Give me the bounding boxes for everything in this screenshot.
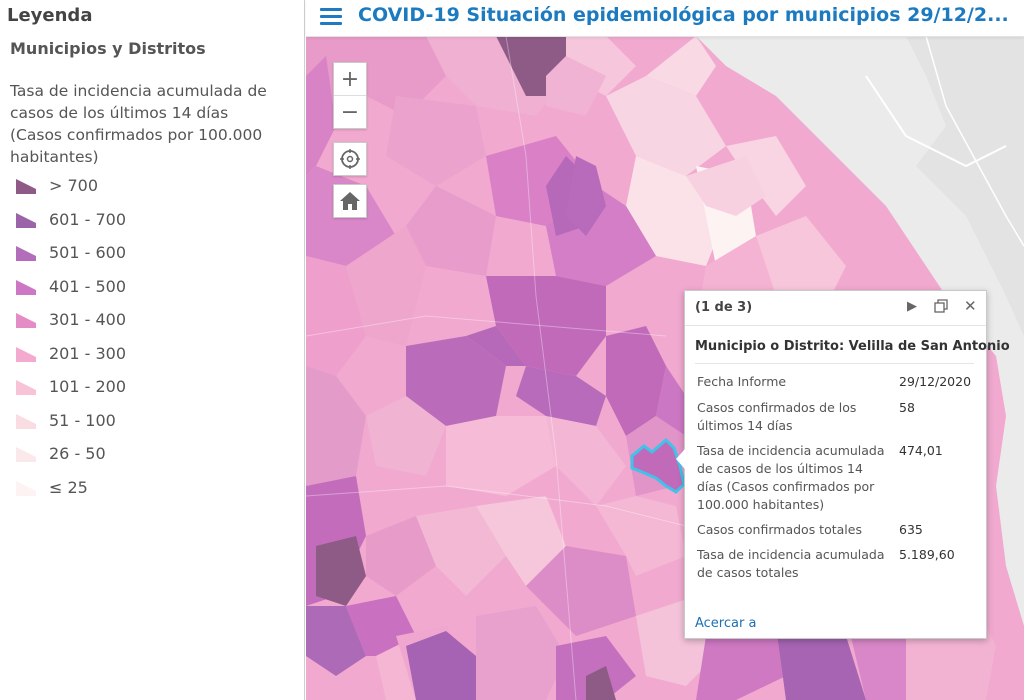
legend-swatch [14,445,38,463]
popup-row-value: 474,01 [899,443,943,458]
legend-swatch [14,211,38,229]
legend-title: Leyenda [7,5,93,26]
legend-label: 501 - 600 [49,243,127,262]
popup-row-value: 58 [899,400,915,415]
popup-row-label: Fecha Informe [697,374,787,389]
legend-item: ≤ 25 [14,477,214,499]
zoom-control: + − [333,62,367,129]
next-feature-icon[interactable]: ▶ [907,299,917,314]
legend-swatch [14,244,38,262]
legend-swatch [14,177,38,195]
legend-field-label: Tasa de incidencia acumulada de casos de… [10,82,267,166]
popup-pointer [676,449,685,469]
app-title: COVID-19 Situación epidemiológica por mu… [358,4,1009,26]
legend-swatch [14,412,38,430]
legend-item: 201 - 300 [14,343,214,365]
legend-item: 26 - 50 [14,443,214,465]
popup-row-value: 635 [899,522,923,537]
legend-item: 401 - 500 [14,276,214,298]
legend-label: > 700 [49,176,99,195]
legend-swatch [14,278,38,296]
menu-icon[interactable] [320,8,342,26]
feature-popup: (1 de 3) ▶ ✕ Municipio o Distrito: Velil… [676,290,1010,639]
legend-panel: Leyenda Municipios y Distritos Tasa de i… [0,0,305,700]
legend-item: 301 - 400 [14,309,214,331]
locate-icon[interactable] [334,143,366,175]
popup-header: (1 de 3) ▶ ✕ [685,291,986,326]
zoom-in-button[interactable]: + [340,66,360,92]
legend-item: 501 - 600 [14,242,214,264]
popup-title: Municipio o Distrito: Velilla de San Ant… [695,339,1010,354]
home-control [333,184,367,218]
locate-control [333,142,367,176]
legend-item: 101 - 200 [14,376,214,398]
legend-label: 51 - 100 [49,410,116,430]
close-icon[interactable]: ✕ [964,297,977,315]
legend-label: 101 - 200 [49,377,127,396]
popup-pager: (1 de 3) [695,300,753,315]
app-header: COVID-19 Situación epidemiológica por mu… [306,0,1024,37]
dock-icon[interactable] [934,299,948,317]
legend-label: 26 - 50 [49,444,106,463]
zoom-to-link[interactable]: Acercar a [695,616,757,631]
legend-label: 301 - 400 [49,310,127,329]
legend-label: 601 - 700 [49,209,127,229]
zoom-out-button[interactable]: − [334,95,366,128]
legend-label: 401 - 500 [49,276,127,296]
popup-divider [695,363,974,364]
popup-row-value: 5.189,60 [899,547,955,562]
legend-label: ≤ 25 [49,477,88,497]
legend-label: 201 - 300 [49,343,127,363]
legend-swatch [14,311,38,329]
popup-row-label: Tasa de incidencia acumulada de casos de… [697,443,885,512]
popup-row-value: 29/12/2020 [899,374,972,389]
legend-item: 51 - 100 [14,410,214,432]
legend-swatch [14,345,38,363]
legend-swatch [14,378,38,396]
legend-swatch [14,479,38,497]
legend-layer-title: Municipios y Distritos [10,39,206,58]
popup-row-label: Casos confirmados de los últimos 14 días [697,400,857,433]
home-icon[interactable] [334,185,366,217]
popup-row-label: Tasa de incidencia acumulada de casos to… [697,547,885,580]
legend-item: 601 - 700 [14,209,214,231]
legend-item: > 700 [14,175,214,197]
popup-row-label: Casos confirmados totales [697,522,862,537]
